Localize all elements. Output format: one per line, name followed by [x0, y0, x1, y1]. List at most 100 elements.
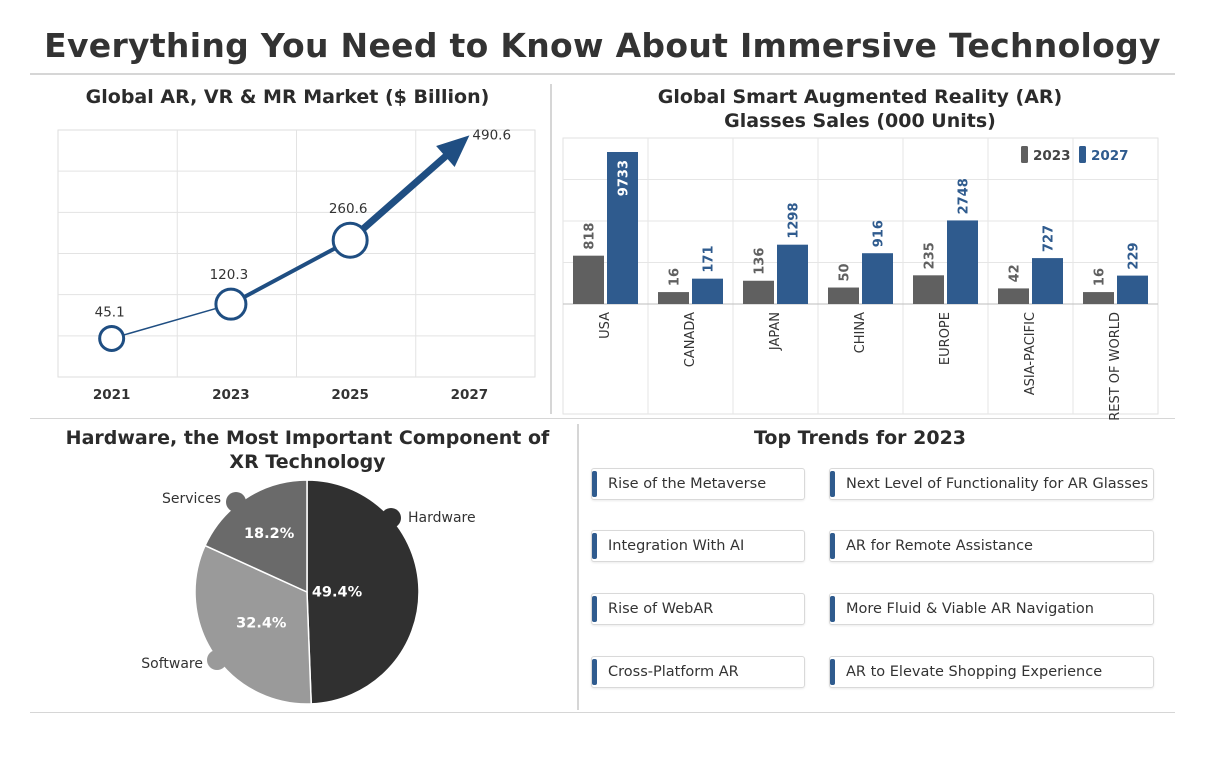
legend-swatch-2023 [1021, 146, 1028, 163]
slice-value-label: 32.4% [236, 616, 287, 632]
upper-vertical-divider [550, 84, 552, 414]
bar-value-label: 235 [923, 242, 938, 269]
slice-value-label: 18.2% [244, 526, 295, 542]
bar-value-label: 1298 [787, 202, 802, 238]
category-label: REST OF WORLD [1108, 312, 1123, 420]
data-label: 490.6 [472, 127, 511, 143]
bar-value-label: 16 [1093, 268, 1108, 286]
trend-label: Rise of WebAR [608, 601, 714, 617]
xr-component-chart-title-line2: XR Technology [229, 451, 386, 473]
trend-item: Integration With AI [591, 530, 805, 562]
xr-component-pie-chart: 49.4% 32.4% 18.2% Hardware Software Services [141, 479, 476, 705]
page-title: Everything You Need to Know About Immers… [44, 26, 1161, 65]
category-label: JAPAN [768, 312, 783, 351]
x-tick-label: 2021 [93, 387, 131, 403]
trends-title: Top Trends for 2023 [753, 427, 967, 449]
bar-2027 [1032, 258, 1063, 304]
data-label: 120.3 [210, 267, 249, 283]
trend-accent-bar [592, 596, 597, 622]
bar-value-label: 50 [838, 263, 853, 281]
trend-label: AR to Elevate Shopping Experience [846, 664, 1103, 680]
bar-2023 [573, 255, 604, 304]
bar-2023 [1083, 292, 1114, 304]
bar-2027 [862, 253, 893, 304]
trend-item: AR for Remote Assistance [829, 530, 1154, 562]
trend-accent-bar [830, 596, 835, 622]
pie-slice-hardware [306, 479, 420, 705]
data-point [98, 324, 126, 352]
ar-glasses-chart-title: Global Smart Augmented Reality (AR) Glas… [560, 85, 1160, 133]
bar-value-label: 136 [753, 248, 768, 275]
data-point [331, 221, 369, 259]
trend-item: More Fluid & Viable AR Navigation [829, 593, 1154, 625]
x-tick-label: 2027 [451, 387, 489, 403]
bar-2027 [607, 152, 638, 304]
x-tick-label: 2025 [331, 387, 369, 403]
bar-2023 [658, 292, 689, 304]
bar-2027 [947, 220, 978, 304]
trend-accent-bar [830, 659, 835, 685]
ar-glasses-chart-title-line2: Glasses Sales (000 Units) [724, 110, 996, 132]
trend-label: Next Level of Functionality for AR Glass… [846, 476, 1149, 492]
slice-name-label: Software [141, 656, 203, 672]
bar-2023 [828, 287, 859, 304]
xr-component-chart-title: Hardware, the Most Important Component o… [40, 426, 575, 474]
bar-2023 [998, 288, 1029, 304]
ar-glasses-bar-chart: 818 9733 USA 16 171 CANADA 136 1298 JAPAN 50 916 CH… [562, 137, 1159, 420]
bar-value-label: 916 [872, 220, 887, 247]
bar-value-label: 818 [583, 223, 598, 250]
bar-value-label: 42 [1008, 264, 1023, 282]
trend-label: Integration With AI [608, 538, 745, 554]
arrow-head [436, 135, 470, 168]
bar-value-label: 727 [1042, 225, 1057, 252]
trend-item: Next Level of Functionality for AR Glass… [829, 468, 1154, 500]
slice-name-label: Services [162, 491, 221, 507]
trend-line-segment [346, 146, 457, 244]
market-chart-title: Global AR, VR & MR Market ($ Billion) [85, 86, 490, 108]
lower-vertical-divider [577, 424, 579, 710]
callout-dot [381, 508, 401, 528]
trend-item: Cross-Platform AR [591, 656, 805, 688]
x-tick-label: 2023 [212, 387, 250, 403]
slice-value-label: 49.4% [312, 584, 363, 600]
data-point [214, 287, 248, 321]
top-divider [30, 73, 1175, 75]
bottom-divider [30, 712, 1175, 713]
category-label: EUROPE [938, 312, 953, 365]
bar-2027 [1117, 275, 1148, 304]
category-label: CHINA [853, 312, 868, 353]
trend-item: AR to Elevate Shopping Experience [829, 656, 1154, 688]
bar-2023 [913, 275, 944, 304]
data-label: 45.1 [95, 304, 125, 320]
trend-label: More Fluid & Viable AR Navigation [846, 601, 1094, 617]
trend-accent-bar [592, 533, 597, 559]
bar-value-label: 229 [1127, 242, 1142, 269]
trend-accent-bar [592, 659, 597, 685]
bar-value-label: 171 [702, 246, 717, 273]
market-line-chart: 45.1 2021 120.3 2023 260.6 2025 490.6 2027 [57, 127, 536, 403]
trend-accent-bar [592, 471, 597, 497]
trend-item: Rise of the Metaverse [591, 468, 805, 500]
data-label: 260.6 [329, 201, 368, 217]
callout-dot [226, 492, 246, 512]
category-label: CANADA [683, 312, 698, 367]
slice-name-label: Hardware [408, 510, 476, 526]
trend-label: Rise of the Metaverse [608, 476, 767, 492]
legend-label: 2027 [1091, 148, 1129, 164]
bar-2027 [692, 278, 723, 304]
bar-value-label: 9733 [617, 160, 632, 196]
callout-dot [207, 650, 227, 670]
legend-label: 2023 [1033, 148, 1071, 164]
legend-swatch-2027 [1079, 146, 1086, 163]
trend-accent-bar [830, 533, 835, 559]
category-label: ASIA-PACIFIC [1023, 312, 1038, 395]
trend-label: Cross-Platform AR [608, 664, 739, 680]
category-label: USA [598, 312, 613, 339]
bar-value-label: 16 [668, 268, 683, 286]
trend-accent-bar [830, 471, 835, 497]
trend-line-segment [228, 238, 353, 307]
bar-value-label: 2748 [957, 178, 972, 214]
middle-divider [30, 418, 1175, 419]
bar-2023 [743, 280, 774, 304]
bar-2027 [777, 244, 808, 304]
